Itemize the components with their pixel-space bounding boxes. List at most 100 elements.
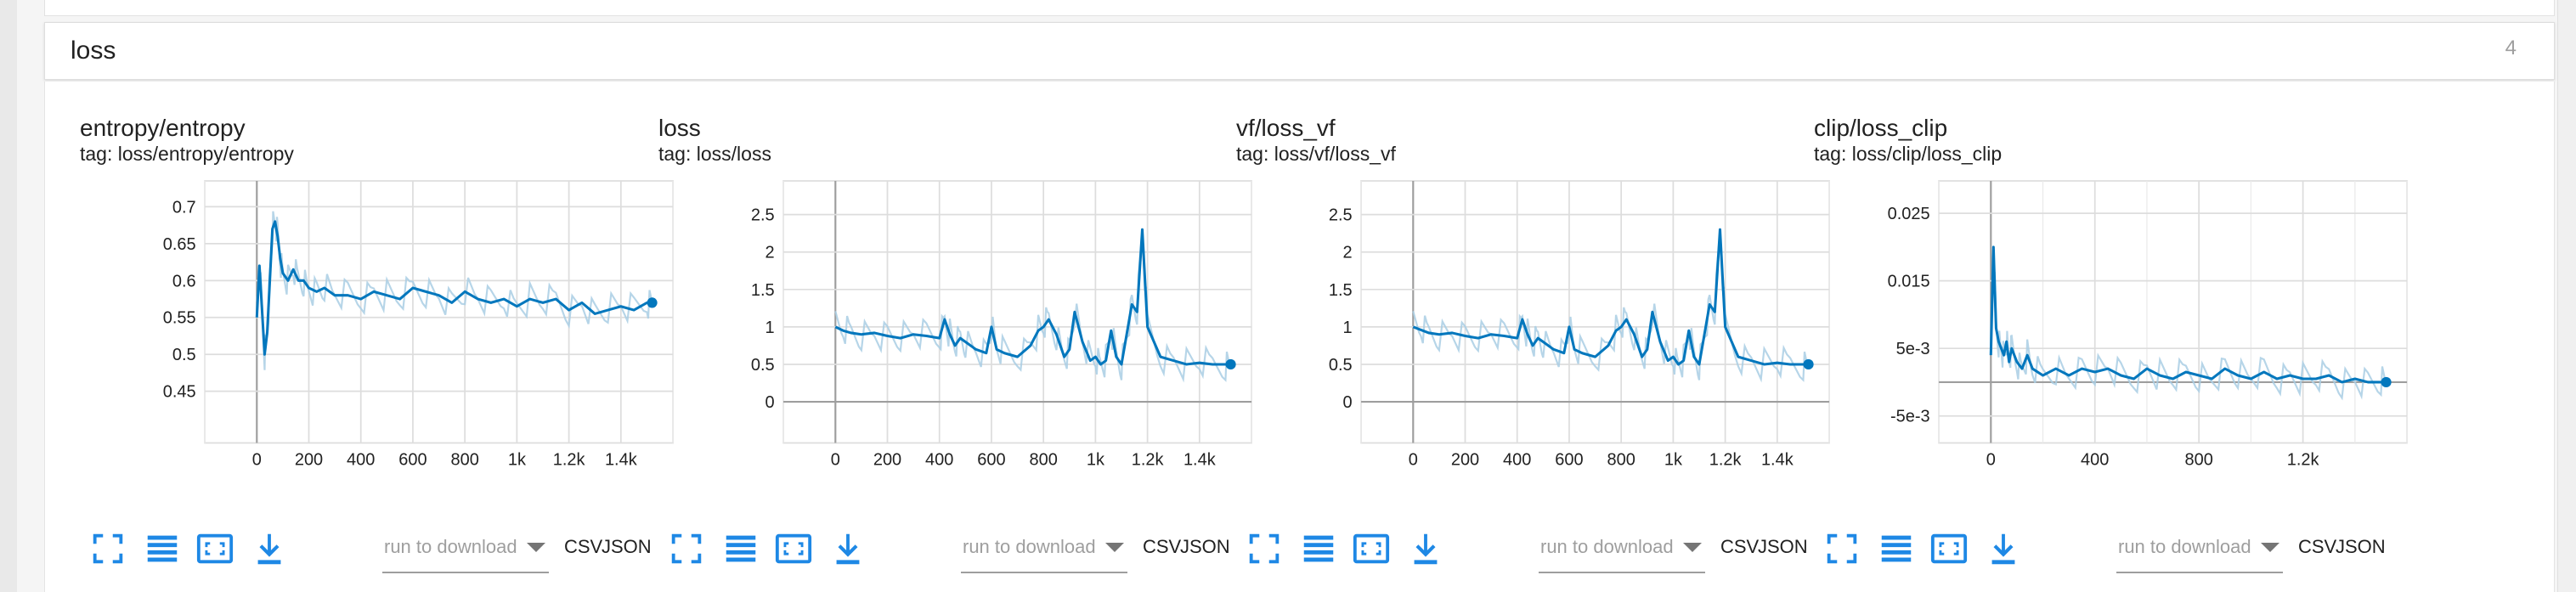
- last-point-marker: [1803, 358, 1814, 370]
- x-tick-label: 200: [873, 451, 901, 470]
- y-tick-label: 0: [765, 393, 775, 412]
- toggle-expand-icon[interactable]: [774, 529, 813, 568]
- y-tick-label: 0.5: [1329, 356, 1353, 375]
- last-point-marker: [1225, 358, 1236, 370]
- csv-download-link[interactable]: CSV: [1143, 536, 1182, 557]
- dropdown-arrow-icon: [1105, 543, 1124, 552]
- download-icon[interactable]: [250, 529, 289, 568]
- toggle-expand-icon[interactable]: [1352, 529, 1391, 568]
- smoothed-series-line: [834, 228, 1231, 366]
- previous-section-edge: [44, 0, 2555, 16]
- y-tick-label: 2.5: [751, 206, 775, 225]
- log-scale-icon[interactable]: [1299, 529, 1338, 568]
- x-tick-label: 400: [347, 451, 375, 470]
- y-tick-label: 0.5: [751, 356, 775, 375]
- fit-domain-icon[interactable]: [1245, 529, 1284, 568]
- line-chart[interactable]: 0 200 400 600 800 1k 1.2k 1.4k 0 0.5 1 1.5 2 2.5: [1236, 180, 1830, 491]
- csv-download-link[interactable]: CSV: [564, 536, 603, 557]
- y-tick-label: 0.45: [163, 383, 196, 402]
- json-download-link[interactable]: JSON: [1758, 536, 1808, 557]
- log-scale-icon[interactable]: [1877, 529, 1916, 568]
- chart-toolbar: run to download CSV JSON: [658, 529, 1236, 580]
- x-tick-label: 800: [1607, 451, 1635, 470]
- scrollbar-track[interactable]: [2557, 0, 2576, 592]
- x-tick-label: 400: [2081, 451, 2109, 470]
- y-tick-label: 0.65: [163, 235, 196, 254]
- line-chart[interactable]: 0 200 400 600 800 1k 1.2k 1.4k 0 0.5 1 1.5 2 2.5: [658, 180, 1252, 491]
- x-tick-label: 1k: [1664, 451, 1683, 470]
- x-tick-label: 1k: [508, 451, 527, 470]
- dropdown-arrow-icon: [527, 543, 545, 552]
- json-download-link[interactable]: JSON: [2336, 536, 2386, 557]
- x-tick-label: 200: [1451, 451, 1479, 470]
- plot-frame: [1360, 180, 1830, 444]
- toggle-expand-icon[interactable]: [1929, 529, 1969, 568]
- run-to-download-select[interactable]: run to download: [382, 529, 549, 573]
- json-download-link[interactable]: JSON: [602, 536, 652, 557]
- x-tick-label: 1.4k: [1183, 451, 1217, 470]
- run-to-download-select[interactable]: run to download: [1539, 529, 1705, 573]
- y-tick-label: 2: [765, 244, 775, 262]
- toggle-expand-icon[interactable]: [195, 529, 234, 568]
- y-tick-label: -5e-3: [1890, 408, 1930, 426]
- y-tick-label: 0.015: [1888, 273, 1930, 291]
- line-chart[interactable]: 0 400 800 1.2k -5e-3 5e-3 0.015 0.025: [1814, 180, 2408, 491]
- chart-toolbar: run to download CSV JSON: [80, 529, 658, 580]
- x-tick-label: 400: [925, 451, 953, 470]
- y-tick-label: 0.7: [172, 198, 196, 217]
- chart-tag: tag: loss/vf/loss_vf: [1236, 143, 1396, 165]
- dropdown-arrow-icon: [1683, 543, 1702, 552]
- csv-download-link[interactable]: CSV: [2298, 536, 2337, 557]
- chart-card: clip/loss_clip tag: loss/clip/loss_clip 0 4…: [1814, 115, 2408, 590]
- fit-domain-icon[interactable]: [1822, 529, 1861, 568]
- download-icon[interactable]: [828, 529, 867, 568]
- chart-title: loss: [658, 115, 701, 141]
- x-tick-label: 0: [252, 451, 262, 470]
- x-tick-label: 1.4k: [1761, 451, 1794, 470]
- chart-tag: tag: loss/loss: [658, 143, 771, 165]
- x-tick-label: 600: [1555, 451, 1583, 470]
- y-tick-label: 1: [1343, 319, 1353, 337]
- download-icon[interactable]: [1406, 529, 1445, 568]
- download-icon[interactable]: [1984, 529, 2023, 568]
- dropdown-arrow-icon: [2261, 543, 2279, 552]
- last-point-marker: [2381, 376, 2392, 388]
- log-scale-icon[interactable]: [143, 529, 182, 568]
- chart-title: entropy/entropy: [80, 115, 246, 141]
- chart-card: vf/loss_vf tag: loss/vf/loss_vf 0 200 400 600…: [1236, 115, 1830, 590]
- log-scale-icon[interactable]: [721, 529, 760, 568]
- line-chart[interactable]: 0 200 400 600 800 1k 1.2k 1.4k 0.45 0.5 0.55 0.6 0.6…: [80, 180, 674, 491]
- y-tick-label: 2: [1343, 244, 1353, 262]
- run-to-download-select[interactable]: run to download: [961, 529, 1127, 573]
- section-count: 4: [2505, 37, 2517, 59]
- last-point-marker: [647, 297, 658, 308]
- run-select-placeholder: run to download: [963, 536, 1096, 557]
- json-download-link[interactable]: JSON: [1180, 536, 1230, 557]
- x-tick-label: 800: [2185, 451, 2213, 470]
- x-tick-label: 0: [831, 451, 840, 470]
- section-header[interactable]: loss 4: [44, 22, 2555, 80]
- y-tick-label: 0.6: [172, 272, 196, 290]
- smoothed-series-line: [1412, 228, 1809, 366]
- section-title: loss: [71, 37, 116, 65]
- run-to-download-select[interactable]: run to download: [2116, 529, 2283, 573]
- y-tick-label: 1.5: [1329, 281, 1353, 300]
- chart-tag: tag: loss/clip/loss_clip: [1814, 143, 2003, 165]
- smoothed-series-line: [1989, 245, 2387, 384]
- x-tick-label: 800: [451, 451, 479, 470]
- x-tick-label: 1.4k: [605, 451, 638, 470]
- smoothed-series-line: [255, 220, 652, 356]
- left-rail: [0, 0, 17, 592]
- plot-frame: [782, 180, 1252, 444]
- fit-domain-icon[interactable]: [667, 529, 706, 568]
- y-tick-label: 1: [765, 319, 775, 337]
- fit-domain-icon[interactable]: [88, 529, 127, 568]
- x-tick-label: 1.2k: [2287, 451, 2320, 470]
- chart-toolbar: run to download CSV JSON: [1814, 529, 2392, 580]
- y-tick-label: 0: [1343, 393, 1353, 412]
- y-tick-label: 0.55: [163, 309, 196, 328]
- csv-download-link[interactable]: CSV: [1720, 536, 1760, 557]
- y-tick-label: 0.025: [1888, 205, 1930, 223]
- x-tick-label: 400: [1503, 451, 1531, 470]
- x-tick-label: 1.2k: [553, 451, 586, 470]
